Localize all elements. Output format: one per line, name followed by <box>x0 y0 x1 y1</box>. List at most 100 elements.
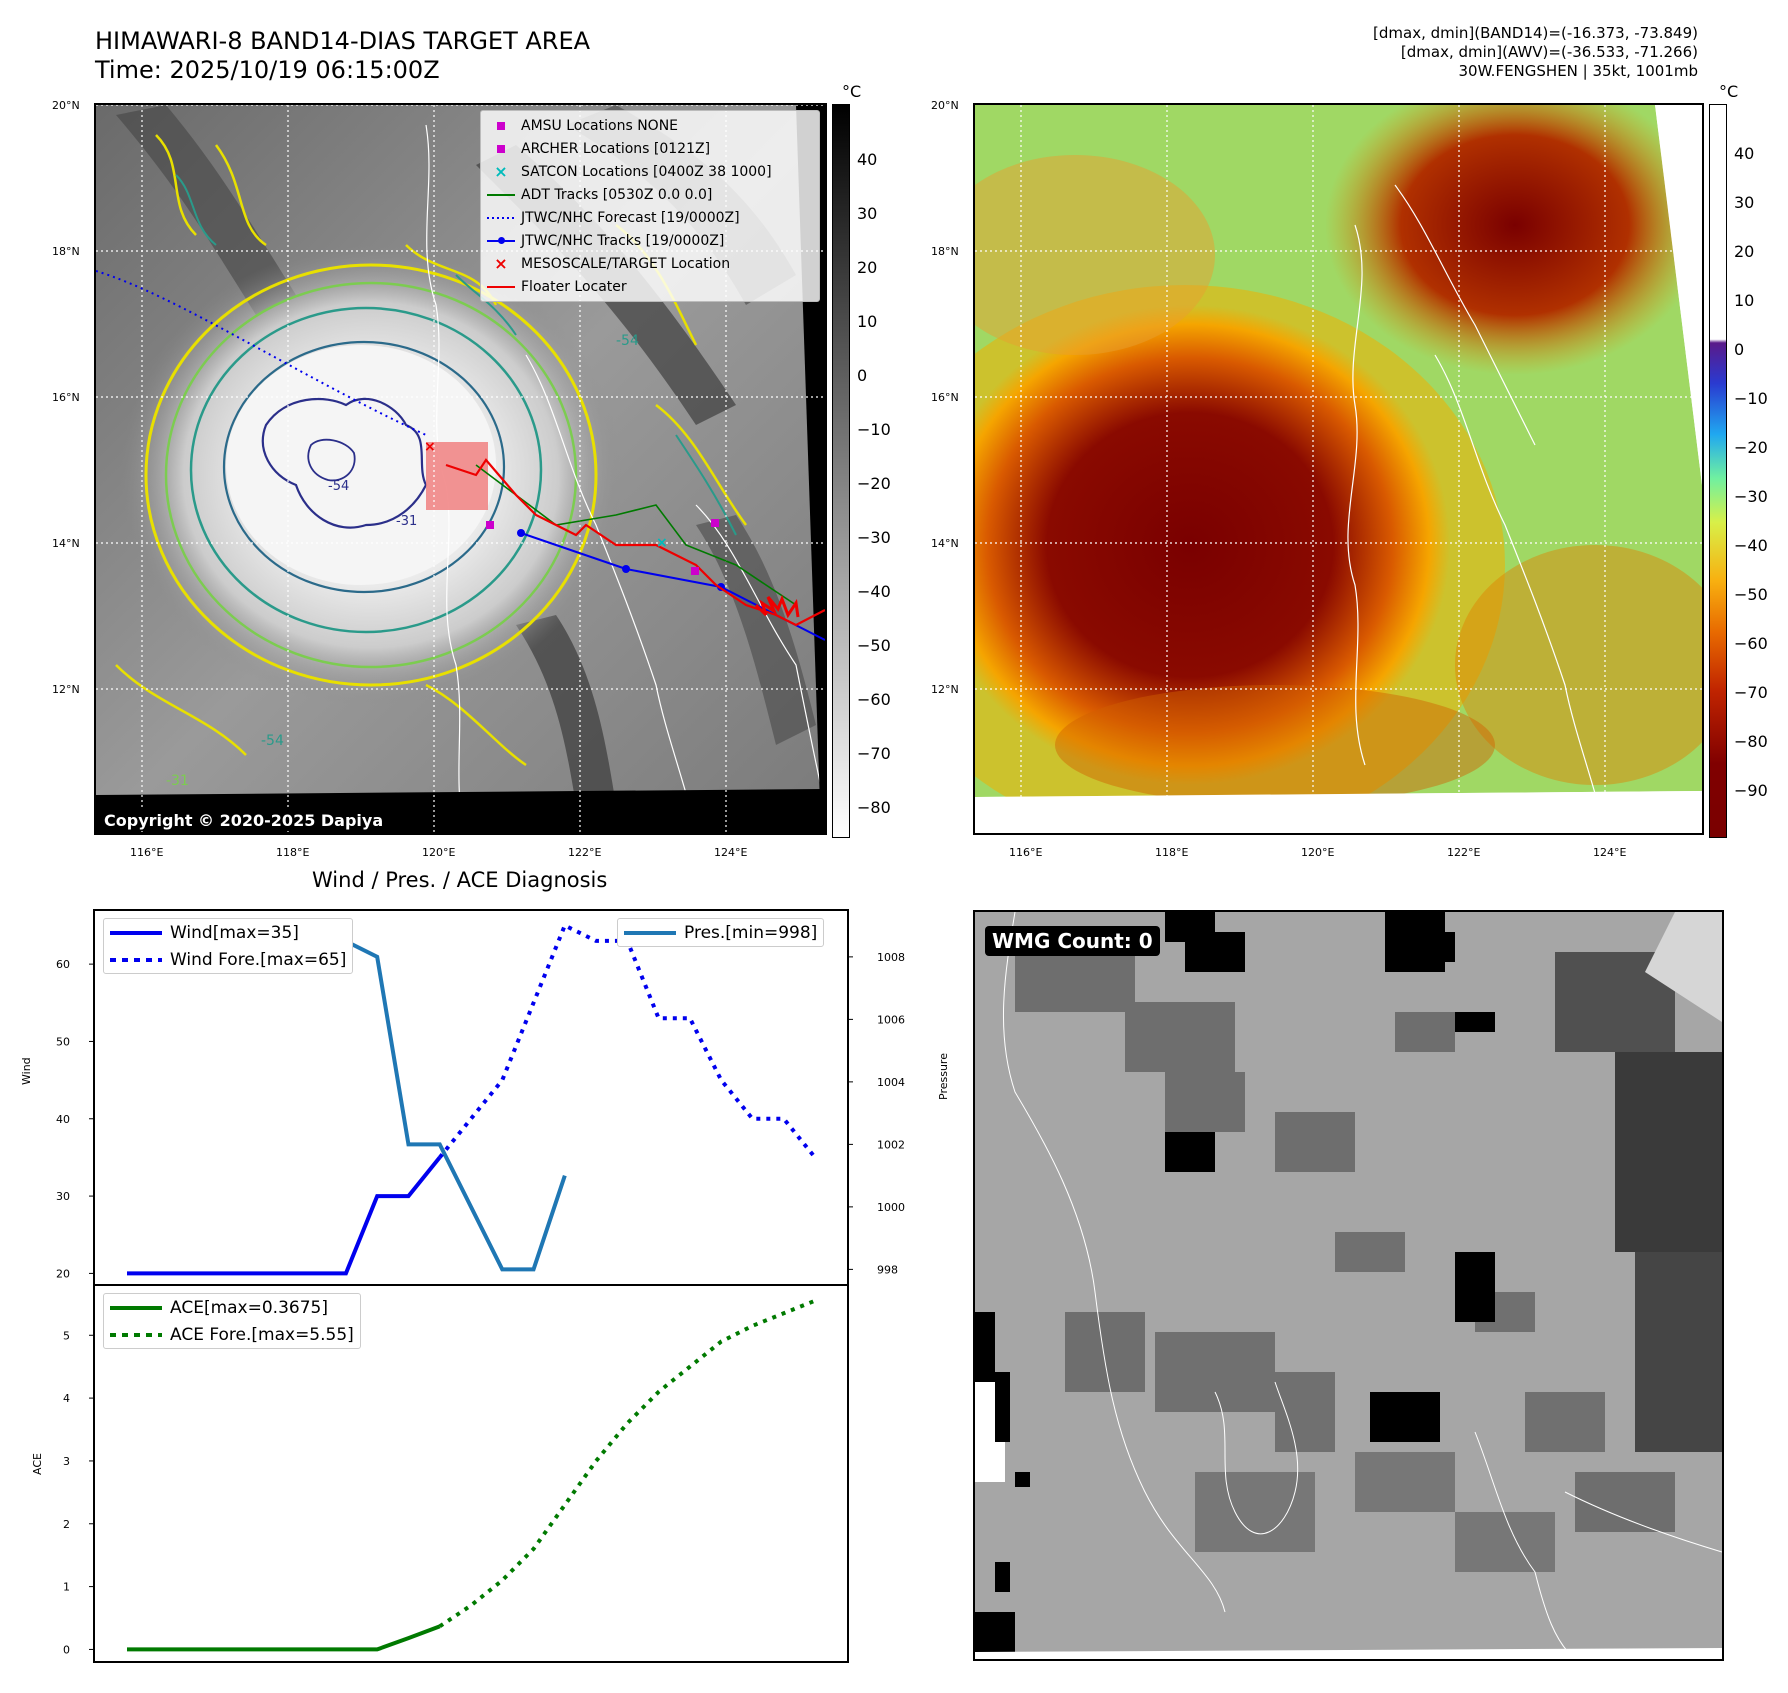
archer-marker <box>691 567 699 575</box>
legend-marker: × <box>494 253 508 273</box>
legend-label: MESOSCALE/TARGET Location <box>521 255 731 272</box>
wind-tick-label: 50 <box>56 1035 70 1048</box>
jtwc-forecast-track <box>96 270 427 436</box>
ir-colorbar-tick: −10 <box>857 420 891 439</box>
ir-legend: AMSU Locations NONE ARCHER Locations [012… <box>480 110 820 302</box>
adt-track <box>475 464 797 606</box>
ace-line <box>127 1624 441 1652</box>
wv-colorbar-tick: 20 <box>1734 242 1755 261</box>
legend-marker <box>481 216 521 219</box>
wv-colorbar-tick: −30 <box>1734 487 1768 506</box>
wmg-panel: WMG Count: 0 <box>973 910 1724 1661</box>
copyright-text: Copyright © 2020-2025 Dapiya <box>100 810 388 831</box>
wmg-cell <box>1370 1392 1440 1442</box>
wmg-cell <box>1615 1052 1722 1252</box>
header-storm-info: 30W.FENGSHEN | 35kt, 1001mb <box>1458 62 1698 80</box>
lon-label: 116°E <box>130 846 164 859</box>
ir-colorbar-tick: −60 <box>857 690 891 709</box>
wmg-cell <box>1635 1252 1722 1452</box>
wv-colorbar-tick: −10 <box>1734 389 1768 408</box>
contour-label: -54 <box>261 733 284 749</box>
ace-tick-label: 1 <box>63 1581 70 1594</box>
lat-label: 20°N <box>931 99 959 112</box>
wind-tick-label: 40 <box>56 1113 70 1126</box>
ace-forecast-line <box>438 1298 816 1629</box>
pressure-axis-label: Pressure <box>937 1053 950 1100</box>
wv-colorbar-tick: 30 <box>1734 193 1755 212</box>
ir-colorbar-tick: 30 <box>857 204 878 223</box>
lon-label: 118°E <box>1155 846 1189 859</box>
wv-colorbar-tick: −20 <box>1734 438 1768 457</box>
wmg-cell <box>1125 1002 1235 1072</box>
ace-tick-label: 2 <box>63 1518 70 1531</box>
wv-map-image <box>975 105 1702 833</box>
legend-label: SATCON Locations [0400Z 38 1000] <box>521 163 772 180</box>
ir-colorbar-tick: −20 <box>857 474 891 493</box>
wind-tick-label: 20 <box>56 1267 70 1280</box>
wv-colorbar-unit: °C <box>1719 82 1739 101</box>
lat-label: 14°N <box>931 537 959 550</box>
wind-line <box>127 1156 442 1276</box>
svg-text:×: × <box>656 535 668 551</box>
wv-colorbar-tick: −40 <box>1734 536 1768 555</box>
contour-label: -31 <box>166 773 189 789</box>
ace-tick-label: 0 <box>63 1643 70 1656</box>
legend-label: JTWC/NHC Forecast [19/0000Z] <box>521 209 740 226</box>
wv-colorbar-tick: −50 <box>1734 585 1768 604</box>
lat-label: 16°N <box>931 391 959 404</box>
legend-marker <box>481 285 521 288</box>
lon-label: 122°E <box>568 846 602 859</box>
legend-label: ADT Tracks [0530Z 0.0 0.0] <box>521 186 713 203</box>
legend-swatch-ace-fore <box>110 1332 162 1337</box>
wmg-cell <box>1575 1472 1675 1532</box>
lat-label: 20°N <box>52 99 80 112</box>
legend-wind: Wind[max=35] <box>170 922 299 943</box>
wv-colorbar-tick: 10 <box>1734 291 1755 310</box>
wmg-cell <box>1165 1132 1215 1172</box>
wind-legend: Wind[max=35] Wind Fore.[max=65] <box>103 918 354 974</box>
wmg-cell <box>1155 1332 1275 1412</box>
lat-label: 12°N <box>931 683 959 696</box>
ir-colorbar <box>832 104 850 838</box>
legend-label: ARCHER Locations [0121Z] <box>521 140 711 157</box>
ir-colorbar-tick: −80 <box>857 798 891 817</box>
figure-title: HIMAWARI-8 BAND14-DIAS TARGET AREA <box>95 27 591 55</box>
legend-swatch-wind-fore <box>110 957 162 962</box>
legend-ace-fore: ACE Fore.[max=5.55] <box>170 1324 354 1345</box>
ir-colorbar-tick: −40 <box>857 582 891 601</box>
legend-label: Floater Locater <box>521 278 627 295</box>
lon-label: 122°E <box>1447 846 1481 859</box>
lon-label: 118°E <box>276 846 310 859</box>
ace-tick-label: 4 <box>63 1392 70 1405</box>
wmg-cell <box>975 1612 1015 1652</box>
ir-colorbar-tick: −70 <box>857 744 891 763</box>
legend-swatch-pres <box>624 930 676 935</box>
header-band14-range: [dmax, dmin](BAND14)=(-16.373, -73.849) <box>1373 24 1698 42</box>
wind-tick-label: 60 <box>56 958 70 971</box>
pressure-tick-label: 1002 <box>877 1138 905 1151</box>
legend-ace: ACE[max=0.3675] <box>170 1297 328 1318</box>
wmg-cell <box>1455 1512 1555 1572</box>
pressure-line <box>127 923 567 1272</box>
wmg-cell <box>1435 942 1450 957</box>
ir-colorbar-tick: 40 <box>857 150 878 169</box>
wind-tick-label: 30 <box>56 1190 70 1203</box>
lat-label: 12°N <box>52 683 80 696</box>
legend-marker <box>481 121 521 130</box>
wind-forecast-line <box>438 922 817 1159</box>
ace-axis-label: ACE <box>31 1453 44 1475</box>
wmg-cell <box>1195 1472 1315 1552</box>
lat-label: 16°N <box>52 391 80 404</box>
wv-map-panel <box>973 103 1704 835</box>
wmg-cell <box>1395 1012 1455 1052</box>
legend-label: JTWC/NHC Tracks [19/0000Z] <box>521 232 725 249</box>
wmg-cell <box>995 1372 1010 1442</box>
wv-colorbar-tick: −90 <box>1734 781 1768 800</box>
lat-label: 18°N <box>931 245 959 258</box>
pressure-tick-label: 1004 <box>877 1076 905 1089</box>
lon-label: 124°E <box>1593 846 1627 859</box>
legend-marker <box>481 193 521 196</box>
diagnosis-title: Wind / Pres. / ACE Diagnosis <box>312 868 608 892</box>
lat-label: 18°N <box>52 245 80 258</box>
lon-label: 124°E <box>714 846 748 859</box>
